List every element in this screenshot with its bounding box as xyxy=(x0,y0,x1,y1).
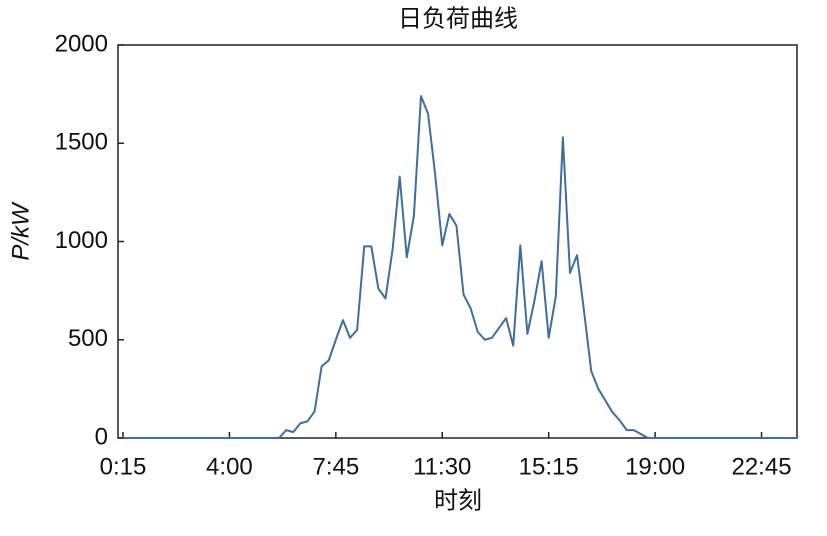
x-tick-label: 19:00 xyxy=(625,453,685,480)
x-tick-label: 0:15 xyxy=(100,453,147,480)
x-tick-label: 11:30 xyxy=(413,453,471,480)
y-tick-label: 1000 xyxy=(55,227,108,254)
y-tick-label: 500 xyxy=(68,325,108,352)
x-tick-label: 7:45 xyxy=(312,453,359,480)
x-tick-label: 22:45 xyxy=(731,453,791,480)
y-tick-label: 0 xyxy=(95,423,108,450)
line xyxy=(123,95,797,439)
x-tick-label: 4:00 xyxy=(206,453,253,480)
x-axis-label: 时刻 xyxy=(434,487,482,514)
y-axis-label: P/kW xyxy=(7,201,34,261)
x-tick-label: 15:15 xyxy=(519,453,579,480)
y-tick-label: 2000 xyxy=(55,30,108,57)
y-tick-label: 1500 xyxy=(55,129,108,156)
chart-title: 日负荷曲线 xyxy=(398,5,518,32)
